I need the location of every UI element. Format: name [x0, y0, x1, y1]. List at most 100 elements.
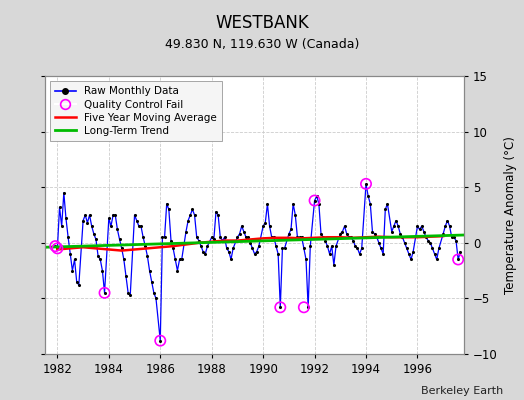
Point [422, 234, 430, 240]
Point [109, 212, 117, 218]
Point [203, 243, 212, 249]
Point [143, 253, 151, 259]
Point [368, 228, 377, 235]
Point [150, 290, 158, 296]
Point [362, 181, 370, 187]
Point [265, 223, 274, 229]
Point [126, 292, 135, 298]
Point [248, 245, 257, 252]
Point [81, 212, 90, 218]
Legend: Raw Monthly Data, Quality Control Fail, Five Year Moving Average, Long-Term Tren: Raw Monthly Data, Quality Control Fail, … [50, 81, 222, 141]
Point [302, 256, 310, 263]
Point [452, 237, 460, 244]
Point [51, 243, 59, 249]
Point [345, 234, 353, 240]
Point [178, 256, 186, 263]
Point [233, 234, 242, 240]
Point [402, 245, 411, 252]
Point [162, 201, 171, 207]
Point [407, 256, 415, 263]
Point [190, 212, 199, 218]
Point [439, 231, 447, 237]
Point [88, 223, 96, 229]
Point [156, 338, 165, 344]
Point [113, 226, 122, 233]
Point [370, 231, 379, 237]
Point [323, 243, 332, 249]
Point [394, 223, 402, 229]
Point [441, 223, 450, 229]
Point [383, 201, 391, 207]
Point [66, 251, 74, 257]
Point [158, 234, 167, 240]
Point [246, 240, 255, 246]
Point [199, 248, 208, 255]
Point [396, 231, 405, 237]
Point [272, 243, 280, 249]
Point [186, 212, 194, 218]
Point [96, 256, 104, 263]
Point [122, 273, 130, 279]
Point [278, 245, 287, 252]
Point [304, 304, 312, 310]
Point [341, 223, 349, 229]
Point [101, 290, 109, 296]
Point [285, 231, 293, 237]
Point [293, 234, 302, 240]
Point [92, 236, 100, 243]
Point [225, 248, 233, 255]
Point [192, 234, 201, 240]
Point [53, 245, 62, 252]
Point [56, 204, 64, 210]
Point [51, 243, 59, 249]
Point [325, 251, 334, 257]
Point [90, 231, 98, 237]
Point [276, 304, 285, 310]
Point [201, 251, 210, 257]
Point [169, 245, 177, 252]
Point [274, 251, 282, 257]
Point [188, 206, 196, 213]
Point [212, 208, 220, 215]
Point [379, 251, 387, 257]
Point [135, 223, 143, 229]
Point [418, 223, 426, 229]
Point [409, 248, 417, 255]
Point [152, 295, 160, 302]
Point [70, 256, 79, 263]
Point [362, 181, 370, 187]
Point [347, 234, 355, 240]
Point [85, 212, 94, 218]
Point [315, 201, 323, 207]
Point [115, 236, 124, 243]
Point [435, 245, 443, 252]
Point [310, 197, 319, 204]
Point [105, 215, 113, 222]
Point [64, 234, 72, 240]
Point [287, 226, 295, 233]
Point [176, 256, 184, 263]
Point [62, 215, 70, 222]
Point [432, 256, 441, 263]
Point [321, 237, 330, 244]
Point [171, 256, 179, 263]
Point [214, 212, 222, 218]
Point [381, 206, 389, 213]
Point [351, 243, 359, 249]
Point [426, 240, 434, 246]
Point [216, 234, 224, 240]
Point [398, 234, 407, 240]
Point [242, 234, 250, 240]
Text: 49.830 N, 119.630 W (Canada): 49.830 N, 119.630 W (Canada) [165, 38, 359, 51]
Point [328, 243, 336, 249]
Point [60, 190, 68, 196]
Point [450, 234, 458, 240]
Point [377, 245, 385, 252]
Point [430, 251, 439, 257]
Point [268, 234, 276, 240]
Point [141, 243, 149, 249]
Text: Berkeley Earth: Berkeley Earth [421, 386, 503, 396]
Point [416, 226, 424, 233]
Point [194, 237, 203, 244]
Point [250, 251, 259, 257]
